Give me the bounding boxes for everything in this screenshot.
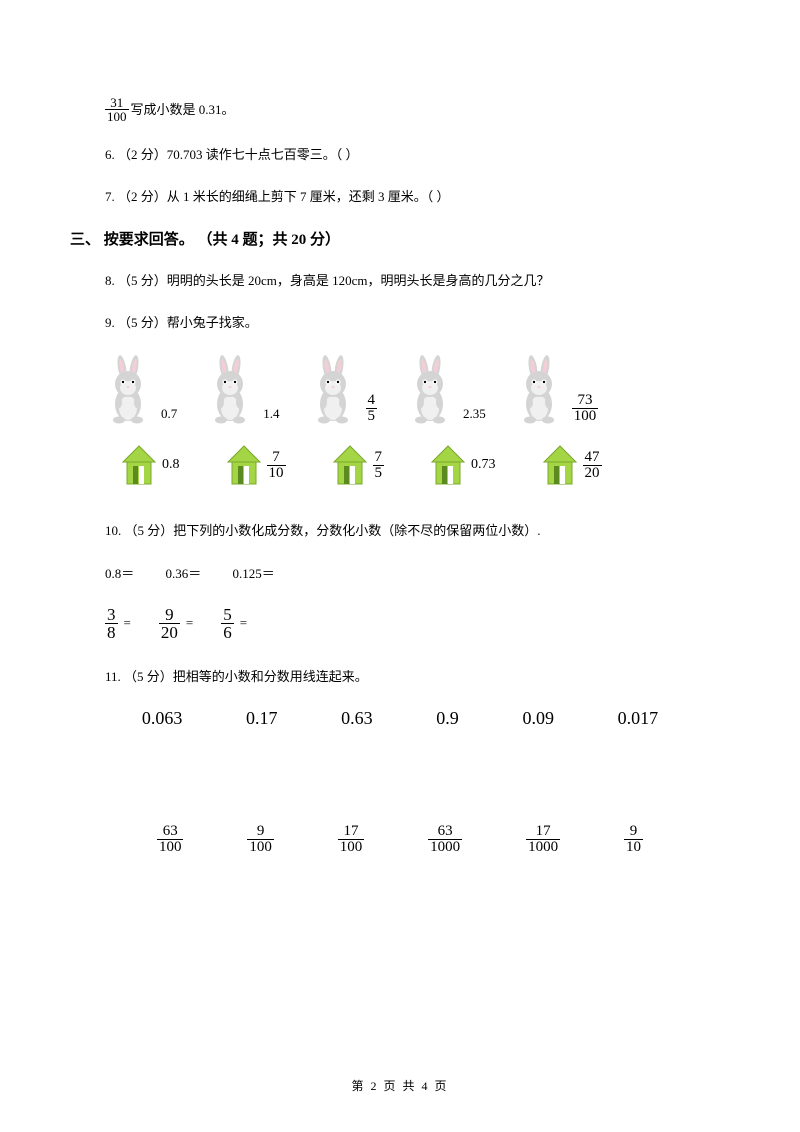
rabbit-item: 1.4 [207, 354, 279, 424]
q7: 7. （2 分）从 1 米长的细绳上剪下 7 厘米，还剩 3 厘米。（ ） [105, 187, 730, 207]
q10-fractions: 38 = 920 = 56 = [105, 606, 730, 641]
rabbit-icon [105, 354, 155, 424]
match-decimal: 0.09 [522, 708, 554, 729]
fraction: 63100 [157, 824, 184, 855]
q10: 10. （5 分）把下列的小数化成分数，分数化小数（除不尽的保留两位小数）. [105, 521, 730, 541]
equals: = [240, 615, 247, 631]
q10-dec-2: 0.36＝ [166, 566, 202, 581]
section-3-heading: 三、 按要求回答。 （共 4 题；共 20 分） [70, 228, 730, 249]
rabbit-item: 2.35 [407, 354, 486, 424]
q6: 6. （2 分）70.703 读作七十点七百零三。（ ） [105, 145, 730, 165]
fraction-31-100: 31 100 [105, 96, 129, 123]
house-item: 75 [331, 444, 385, 486]
house-item: 710 [225, 444, 286, 486]
equals: = [186, 615, 193, 631]
fraction: 631000 [428, 824, 462, 855]
match-decimal: 0.63 [341, 708, 373, 729]
house-item: 0.8 [120, 444, 180, 486]
rabbit-icon [207, 354, 257, 424]
rabbit-item: 45 [310, 354, 378, 424]
q10-decimals: 0.8＝ 0.36＝ 0.125＝ [105, 563, 730, 582]
q5-text: 写成小数是 0.31。 [131, 100, 235, 120]
house-item: 4720 [541, 444, 602, 486]
q9: 9. （5 分）帮小兔子找家。 [105, 313, 730, 333]
fraction: 4720 [583, 450, 602, 481]
rabbit-label: 0.7 [161, 406, 177, 424]
rabbit-label: 2.35 [463, 406, 486, 424]
fraction: 920 [159, 606, 180, 641]
q11: 11. （5 分）把相等的小数和分数用线连起来。 [105, 667, 730, 687]
fraction: 171000 [526, 824, 560, 855]
match-decimal: 0.9 [436, 708, 459, 729]
fraction: 45 [366, 393, 378, 424]
page-footer: 第 2 页 共 4 页 [0, 1077, 800, 1094]
match-decimal: 0.17 [246, 708, 278, 729]
q8: 8. （5 分）明明的头长是 20cm，身高是 120cm，明明头长是身高的几分… [105, 271, 730, 291]
rabbit-row: 0.7 1.4 45 [105, 354, 730, 424]
fraction: 56 [221, 606, 234, 641]
rabbit-label: 1.4 [263, 406, 279, 424]
q10-dec-1: 0.8＝ [105, 566, 134, 581]
equals: = [124, 615, 131, 631]
fraction: 38 [105, 606, 118, 641]
match-decimal: 0.017 [618, 708, 659, 729]
house-label: 0.73 [471, 457, 496, 473]
q5-tail: 31 100 写成小数是 0.31。 [105, 96, 730, 123]
house-icon [541, 444, 579, 486]
house-row: 0.8 710 75 0.73 4720 [120, 444, 730, 486]
match-decimal: 0.063 [142, 708, 183, 729]
rabbit-item: 0.7 [105, 354, 177, 424]
house-icon [331, 444, 369, 486]
fraction: 75 [373, 450, 385, 481]
fraction: 73100 [572, 393, 599, 424]
house-icon [225, 444, 263, 486]
rabbit-icon [407, 354, 457, 424]
rabbit-icon [310, 354, 360, 424]
page-content: 31 100 写成小数是 0.31。 6. （2 分）70.703 读作七十点七… [0, 0, 800, 855]
match-top-row: 0.063 0.17 0.63 0.9 0.09 0.017 [110, 708, 690, 729]
fraction: 9100 [247, 824, 274, 855]
house-icon [120, 444, 158, 486]
rabbit-item: 73100 [516, 354, 599, 424]
fraction: 17100 [338, 824, 365, 855]
house-icon [429, 444, 467, 486]
match-bottom-row: 63100 9100 17100 631000 171000 910 [125, 824, 675, 855]
q10-dec-3: 0.125＝ [233, 566, 275, 581]
house-label: 0.8 [162, 457, 180, 473]
rabbit-icon [516, 354, 566, 424]
fraction: 710 [267, 450, 286, 481]
fraction: 910 [624, 824, 643, 855]
house-item: 0.73 [429, 444, 496, 486]
